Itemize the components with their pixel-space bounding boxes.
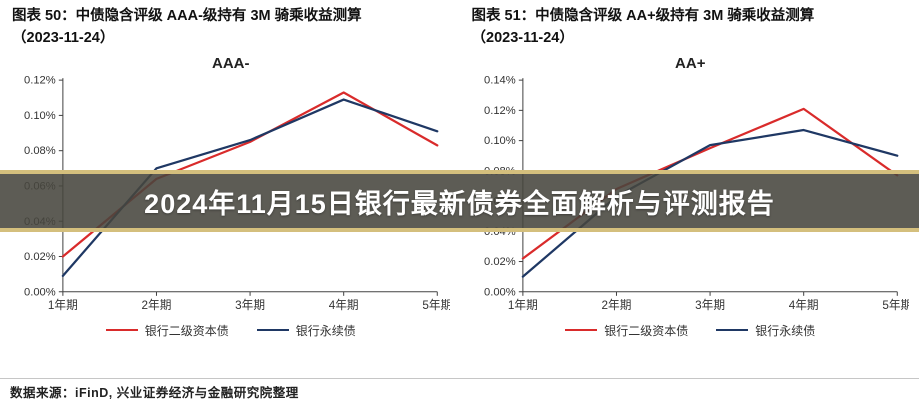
banner-title: 2024年11月15日银行最新债券全面解析与评测报告 xyxy=(144,188,775,219)
y-tick-label: 0.02% xyxy=(484,256,516,268)
x-tick-label: 5年期 xyxy=(422,298,449,312)
figure-51-caption-title: 图表 51：中债隐含评级 AA+级持有 3M 骑乘收益测算 xyxy=(471,8,815,24)
figure-50-caption-date: （2023-11-24） xyxy=(12,29,115,46)
x-tick-label: 3年期 xyxy=(695,298,725,312)
y-tick-label: 0.12% xyxy=(484,104,516,116)
legend-line-swatch xyxy=(565,329,598,332)
chart-legend-aa-plus: 银行二级资本债 银行永续债 xyxy=(472,322,910,339)
y-tick-label: 0.00% xyxy=(484,286,516,298)
figure-50-caption: 图表 50：中债隐含评级 AAA-级持有 3M 骑乘收益测算 （2023-11-… xyxy=(12,6,450,50)
chart-title-aa-plus: AA+ xyxy=(675,54,706,72)
figure-51-caption-date: （2023-11-24） xyxy=(471,29,574,46)
y-tick-label: 0.08% xyxy=(24,145,56,157)
legend-item: 银行二级资本债 xyxy=(105,322,229,339)
x-tick-label: 4年期 xyxy=(788,298,818,312)
legend-item: 银行二级资本债 xyxy=(565,322,688,339)
y-tick-label: 0.02% xyxy=(24,251,56,263)
x-tick-label: 4年期 xyxy=(329,298,359,312)
legend-label: 银行二级资本债 xyxy=(144,323,229,338)
figure-50-caption-title: 图表 50：中债隐含评级 AAA-级持有 3M 骑乘收益测算 xyxy=(12,8,362,24)
x-tick-label: 5年期 xyxy=(882,298,909,312)
legend-label: 银行永续债 xyxy=(755,323,816,338)
x-tick-label: 2年期 xyxy=(601,298,631,312)
source-note-text: 数据来源：iFinD, 兴业证券经济与金融研究院整理 xyxy=(10,386,299,400)
legend-line-swatch xyxy=(716,329,749,332)
y-tick-label: 0.00% xyxy=(24,286,56,298)
legend-label: 银行永续债 xyxy=(295,323,356,338)
x-tick-label: 3年期 xyxy=(235,298,265,312)
legend-line-swatch xyxy=(256,329,289,332)
legend-label: 银行二级资本债 xyxy=(604,323,689,338)
source-note: 数据来源：iFinD, 兴业证券经济与金融研究院整理 xyxy=(0,378,919,400)
overlay-banner: 2024年11月15日银行最新债券全面解析与评测报告 xyxy=(0,170,919,232)
x-tick-label: 1年期 xyxy=(48,298,78,312)
chart-title-aaa-minus: AAA- xyxy=(212,54,250,72)
y-tick-label: 0.10% xyxy=(24,109,56,121)
y-tick-label: 0.10% xyxy=(484,135,516,147)
legend-item: 银行永续债 xyxy=(716,322,815,339)
x-tick-label: 2年期 xyxy=(142,298,172,312)
y-tick-label: 0.14% xyxy=(484,74,516,86)
chart-legend-aaa-minus: 银行二级资本债 银行永续债 xyxy=(12,322,450,339)
figure-51-caption: 图表 51：中债隐含评级 AA+级持有 3M 骑乘收益测算 （2023-11-2… xyxy=(472,6,910,50)
y-tick-label: 0.12% xyxy=(24,74,56,86)
x-tick-label: 1年期 xyxy=(507,298,537,312)
legend-line-swatch xyxy=(105,329,138,332)
legend-item: 银行永续债 xyxy=(256,322,356,339)
